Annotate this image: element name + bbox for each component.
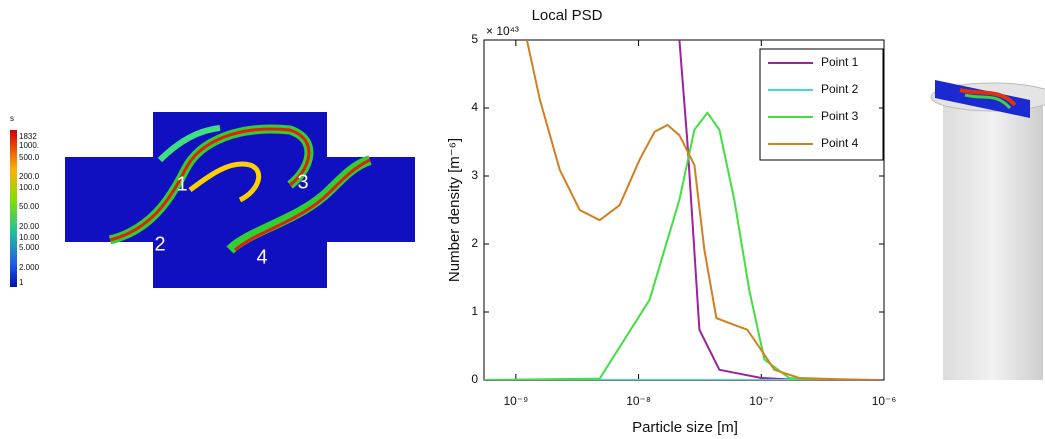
point-label: 4 bbox=[256, 246, 267, 268]
x-tick-label: 10⁻⁸ bbox=[626, 394, 651, 408]
chart-title: Local PSD bbox=[532, 7, 603, 24]
colorbar-label: 1 bbox=[19, 278, 24, 287]
colorbar-label: 2.000 bbox=[19, 263, 40, 272]
y-tick-label: 1 bbox=[471, 304, 478, 318]
y-axis-label: Number density [m⁻⁶] bbox=[446, 138, 463, 282]
colorbar-label: 50.00 bbox=[19, 202, 40, 211]
render-3d bbox=[931, 80, 1045, 380]
legend-label: Point 3 bbox=[821, 109, 859, 123]
colorbar-label: 1000. bbox=[19, 141, 39, 150]
contour-image bbox=[65, 112, 415, 288]
y-tick-label: 0 bbox=[471, 372, 478, 386]
colorbar bbox=[10, 130, 17, 287]
point-label: 3 bbox=[297, 171, 308, 193]
x-axis-label: Particle size [m] bbox=[632, 419, 738, 436]
colorbar-label: 200.0 bbox=[19, 172, 40, 181]
y-tick-label: 2 bbox=[471, 236, 478, 250]
y-tick-label: 5 bbox=[471, 32, 478, 46]
point-label: 2 bbox=[154, 233, 165, 255]
figure: Local PSD × 10⁴³ Particle size [m] Numbe… bbox=[0, 0, 1045, 439]
legend-label: Point 2 bbox=[821, 82, 859, 96]
x-tick-label: 10⁻⁶ bbox=[872, 394, 897, 408]
colorbar-label: 1832 bbox=[19, 132, 37, 141]
y-tick-label: 3 bbox=[471, 168, 478, 182]
legend-label: Point 1 bbox=[821, 55, 859, 69]
y-tick-label: 4 bbox=[471, 100, 478, 114]
colorbar-label: 100.0 bbox=[19, 183, 40, 192]
colorbar-label: 20.00 bbox=[19, 222, 40, 231]
x-tick-label: 10⁻⁹ bbox=[503, 394, 528, 408]
point-label: 1 bbox=[176, 173, 187, 195]
y-multiplier: × 10⁴³ bbox=[486, 24, 519, 38]
colorbar-label: 500.0 bbox=[19, 153, 40, 162]
colorbar-label: 5.000 bbox=[19, 243, 40, 252]
colorbar-title: s bbox=[10, 114, 14, 123]
x-tick-label: 10⁻⁷ bbox=[749, 394, 773, 408]
colorbar-label: 10.00 bbox=[19, 233, 40, 242]
legend-label: Point 4 bbox=[821, 136, 859, 150]
